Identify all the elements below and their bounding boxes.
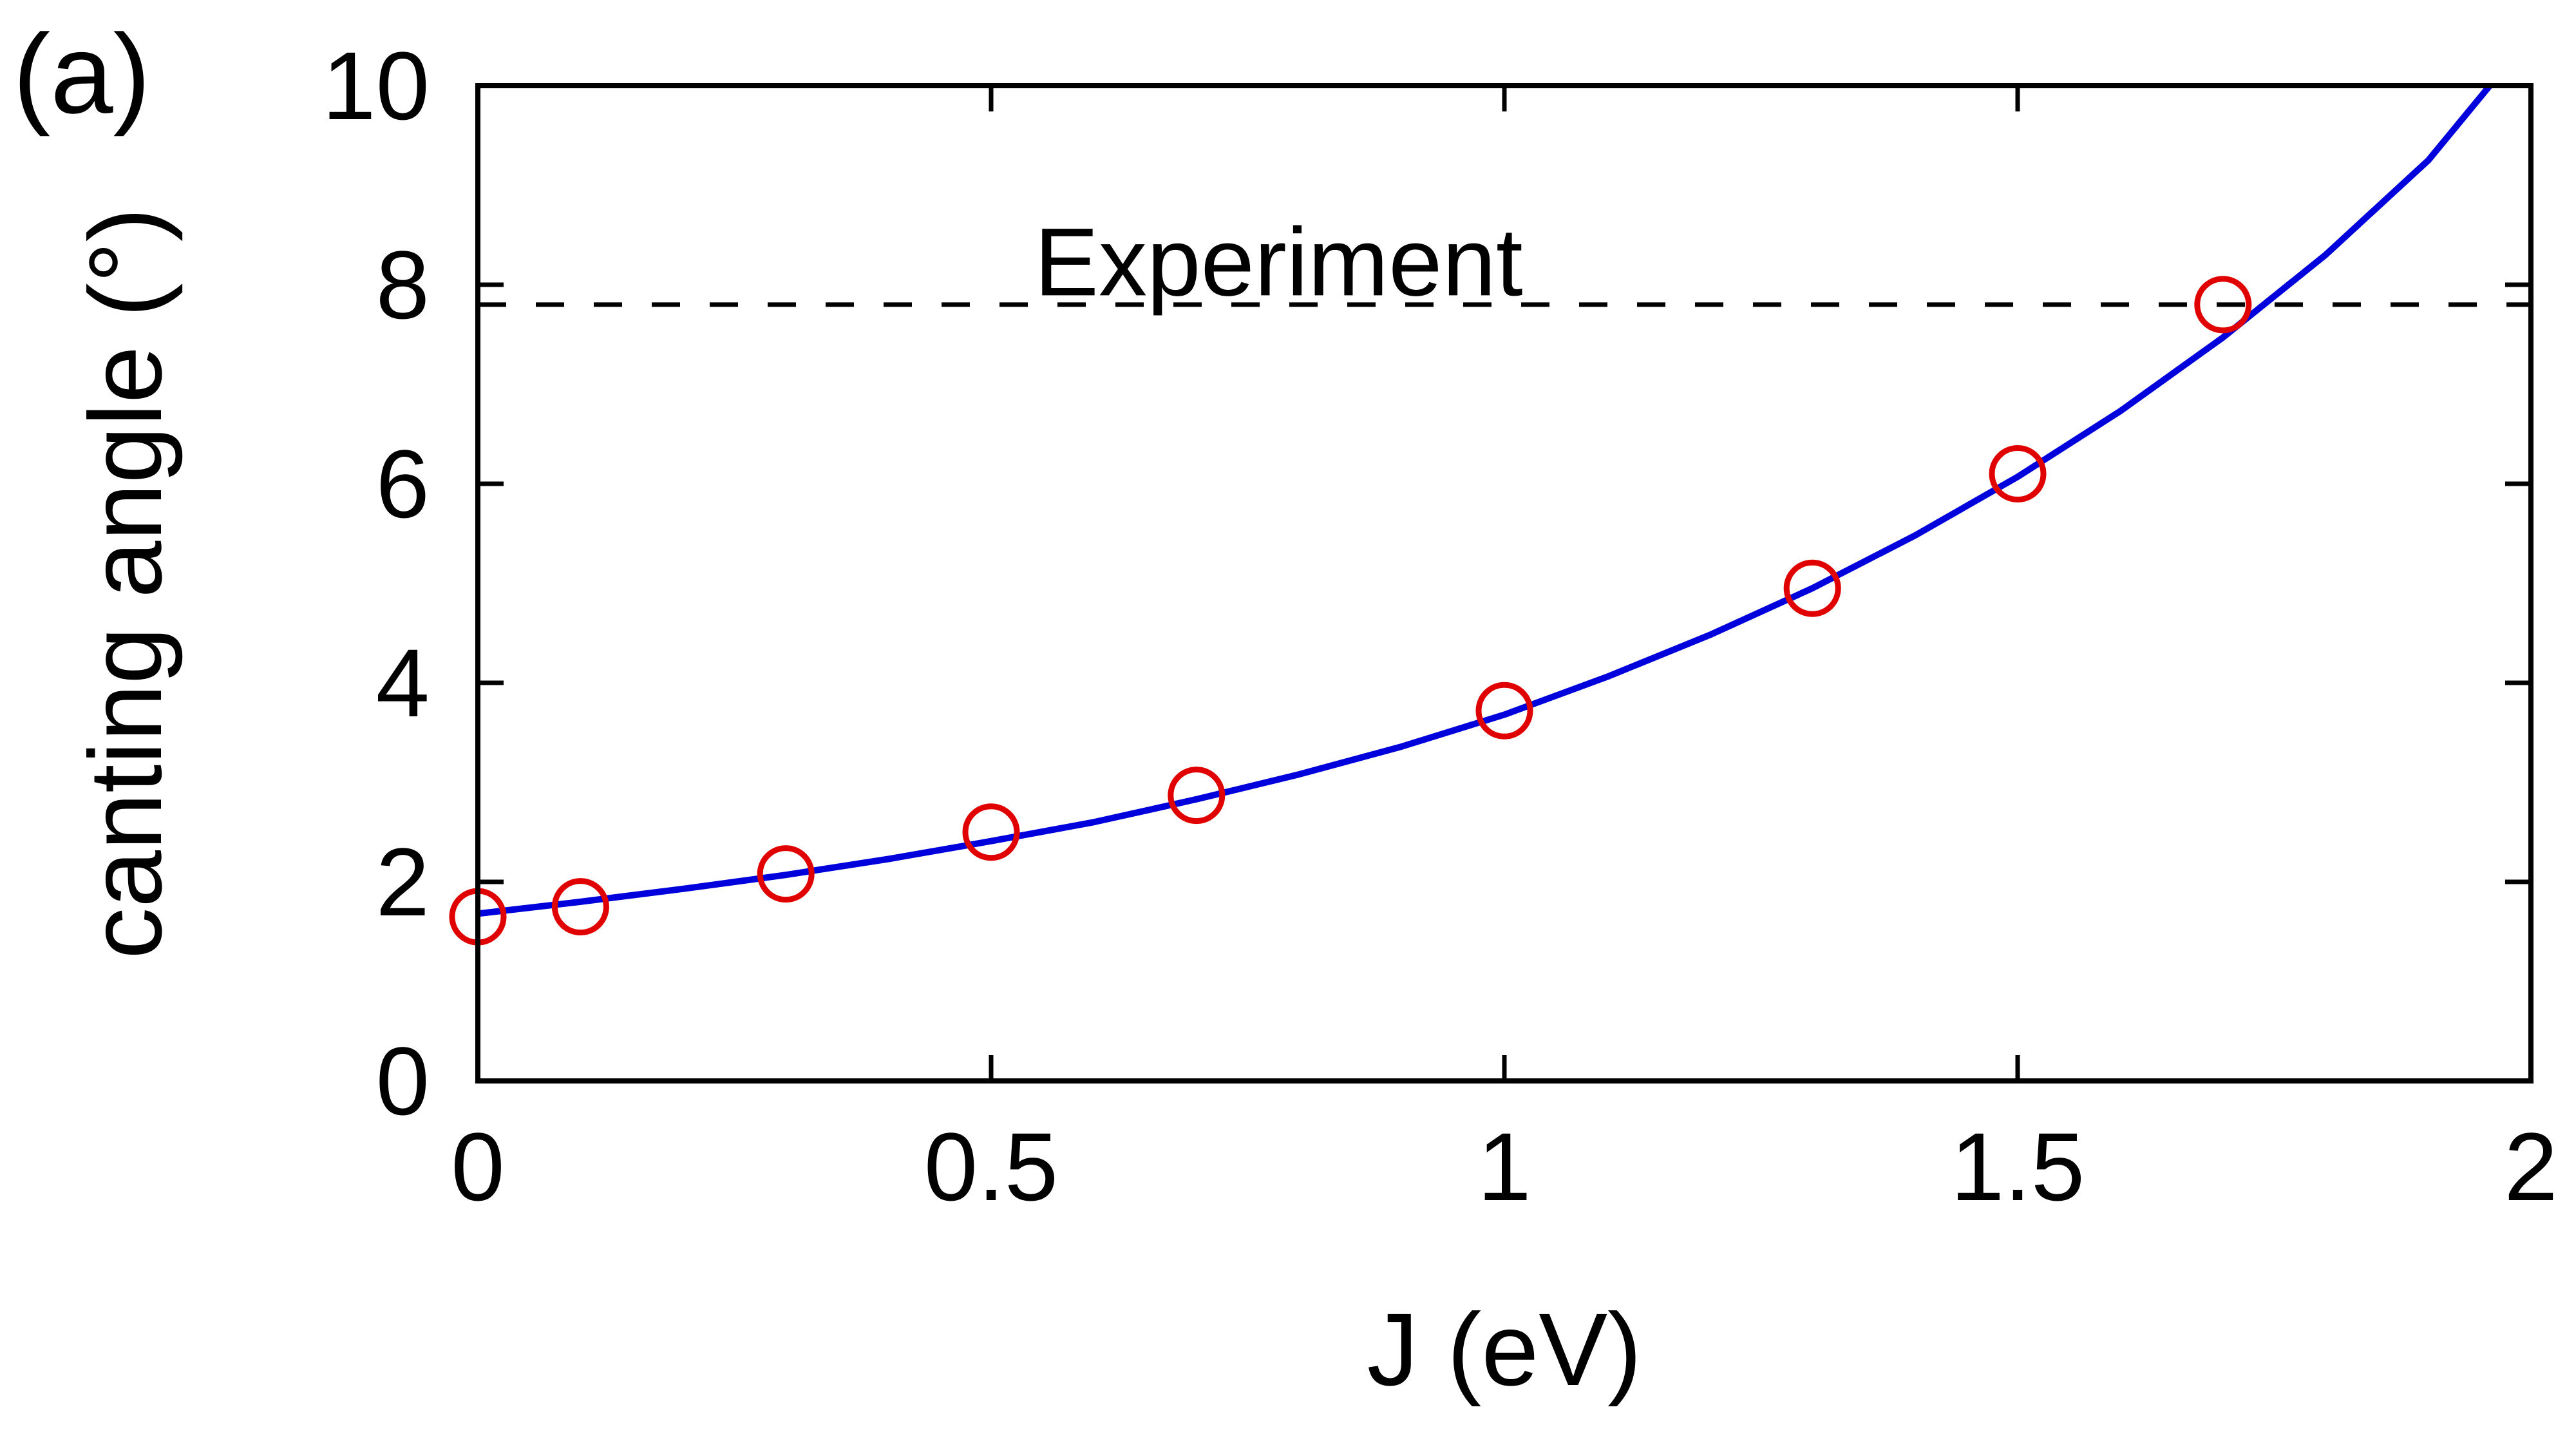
text-layer: (a) J (eV) canting angle (°) Experiment [13,12,1642,1407]
x-tick-label: 0 [451,1112,504,1221]
data-point-marker [757,845,815,903]
data-point-marker [1475,682,1533,740]
series-line-fit [477,83,2493,917]
y-tick-label: 0 [376,1027,430,1135]
y-axis-title: canting angle (°) [68,207,183,959]
x-tick-label: 1.5 [1951,1112,2085,1221]
data-point-marker [551,878,609,936]
ticks-layer: 0 0.5 1 1.5 2 0 2 4 6 8 10 [322,32,2558,1221]
x-tick-label: 0.5 [924,1112,1059,1221]
y-tick-label: 4 [376,629,430,737]
y-tick-label: 8 [376,231,430,339]
data-point-marker [962,803,1020,861]
x-tick-label: 1 [1477,1112,1531,1221]
data-point-marker [2194,276,2252,334]
y-tick-label: 10 [322,32,430,140]
x-tick-label: 2 [2504,1112,2557,1221]
panel-label: (a) [13,12,151,137]
data-point-marker [1989,445,2047,503]
experiment-annotation: Experiment [1034,207,1523,316]
data-point-marker [1168,767,1226,825]
y-tick-label: 2 [376,828,430,936]
x-axis-title: J (eV) [1367,1292,1642,1407]
y-tick-label: 6 [376,430,430,538]
data-point-marker [1783,559,1841,617]
